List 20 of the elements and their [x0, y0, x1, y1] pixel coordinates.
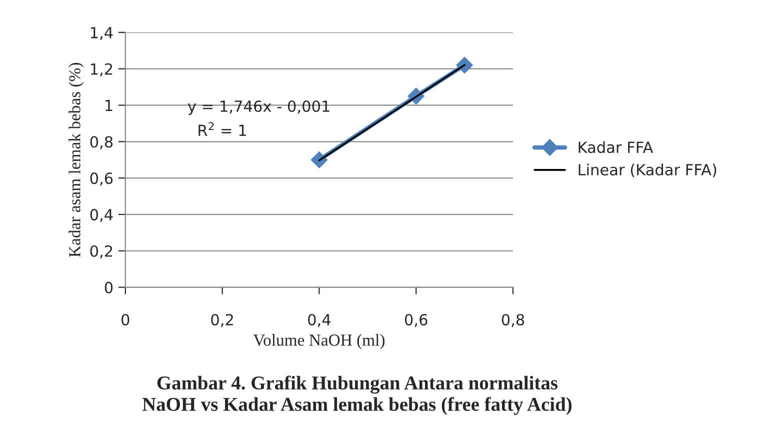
y-axis-title: Kadar asam lemak bebas (%): [68, 62, 84, 258]
y-tick-label: 1,4: [90, 27, 113, 40]
legend-label: Linear (Kadar FFA): [578, 164, 716, 178]
y-tick-label: 0,4: [90, 208, 113, 222]
x-tick-label: 0,4: [308, 314, 330, 328]
x-tick-label: 0,2: [211, 314, 233, 328]
y-tick-label: 0: [104, 282, 113, 294]
y-tick-label: 1,2: [90, 63, 112, 76]
x-tick-label: 0,8: [502, 314, 524, 328]
y-tick-label: 1: [106, 100, 112, 112]
legend-label: Kadar FFA: [578, 141, 654, 154]
x-tick-label: 0: [122, 314, 130, 326]
annotation: y = 1,746x - 0,001: [188, 100, 330, 115]
y-tick-label: 0,2: [90, 245, 112, 258]
text: Gambar 4. Grafik Hubungan Antara normalitas NaOH vs Kadar Asam lemak bebas (free fatty Acid): [142, 376, 572, 415]
annotation: R$^{2}$ = 1: [198, 122, 246, 136]
x-tick-label: 0,6: [404, 314, 428, 328]
y-tick-label: 0,6: [90, 172, 113, 186]
x-axis-title: Volume NaOH (ml): [253, 334, 385, 350]
y-tick-label: 0,8: [90, 136, 113, 150]
